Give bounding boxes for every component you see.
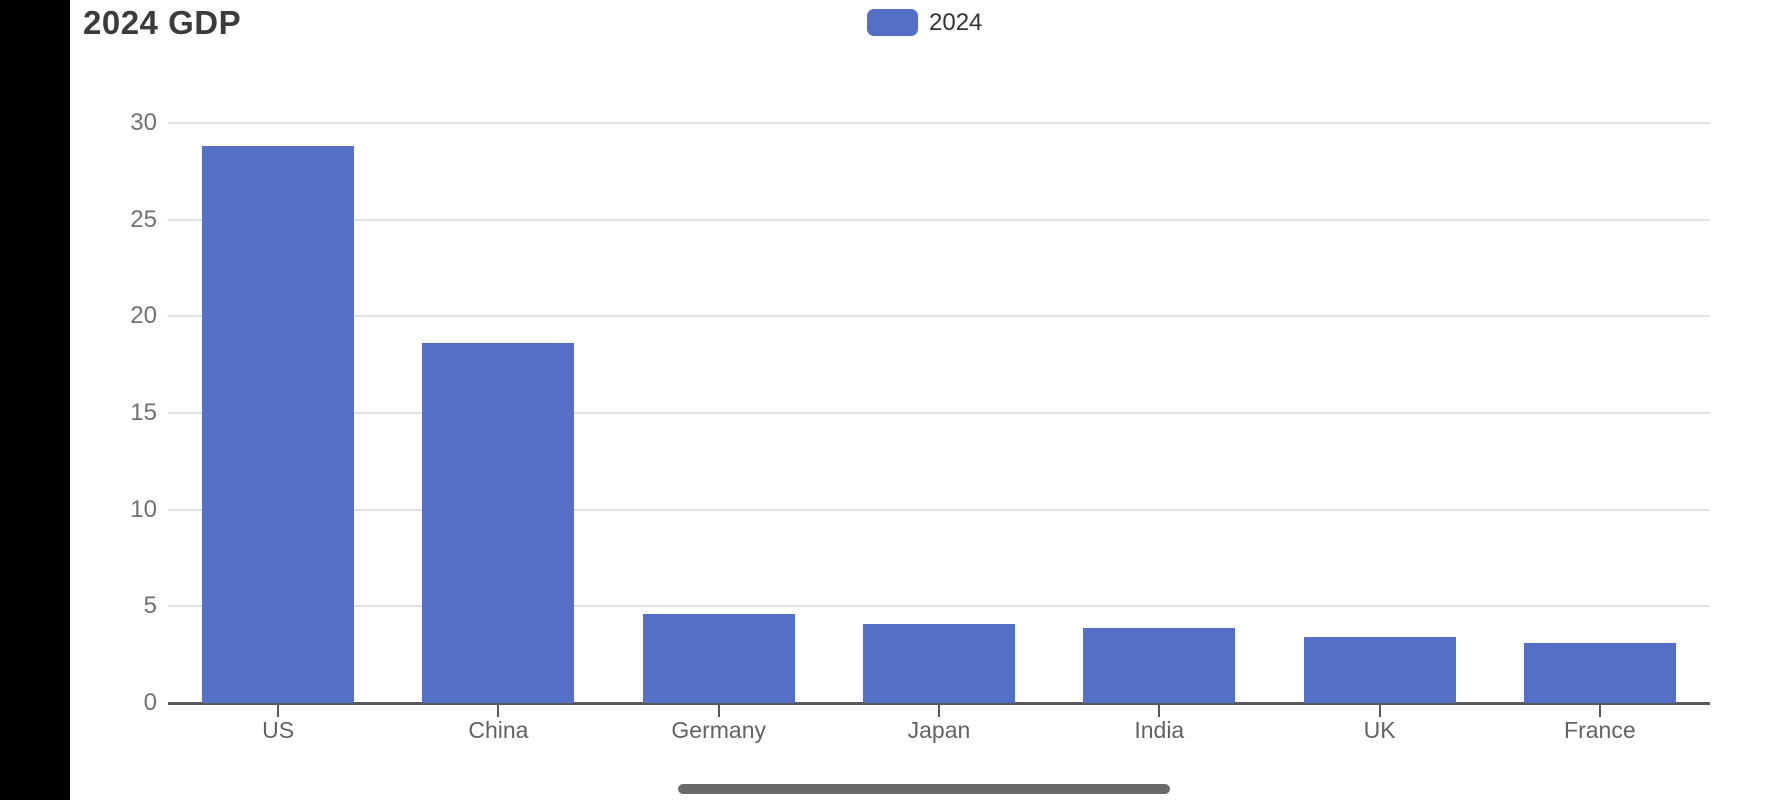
bar-japan[interactable]: [863, 623, 1015, 703]
x-axis-label-india: India: [1134, 717, 1185, 743]
x-axis-tick-mark: [1158, 704, 1161, 717]
bar-germany[interactable]: [642, 614, 795, 703]
y-axis-tick-label: 10: [130, 495, 157, 523]
x-axis-tick-mark: [497, 704, 500, 717]
y-axis-tick-label: 0: [143, 689, 157, 716]
x-axis-line: [168, 702, 1710, 705]
x-axis-label-germany: Germany: [671, 717, 766, 743]
x-axis-tick-mark: [717, 704, 720, 717]
gridline-30: [168, 122, 1710, 124]
bar-china[interactable]: [422, 343, 575, 703]
bar-india[interactable]: [1083, 627, 1236, 703]
gridline-10: [168, 508, 1710, 511]
x-axis-label-japan: Japan: [907, 717, 971, 743]
x-axis-label-china: China: [468, 717, 529, 743]
legend-item-2024[interactable]: 2024: [867, 9, 982, 36]
y-axis-tick-label: 20: [130, 302, 157, 330]
x-axis-label-uk: UK: [1363, 717, 1396, 743]
bar-france[interactable]: [1523, 643, 1676, 703]
x-axis-tick-mark: [1378, 704, 1381, 717]
gridline-5: [168, 605, 1710, 608]
screen-bezel: [0, 0, 70, 800]
horizontal-scrollbar[interactable]: [678, 784, 1170, 794]
y-axis-tick-label: 30: [130, 109, 157, 136]
x-axis-label-us: US: [262, 717, 295, 743]
bar-us[interactable]: [202, 146, 355, 703]
chart-title: 2024 GDP: [83, 4, 242, 41]
x-axis-tick-mark: [277, 704, 280, 717]
gridline-25: [168, 218, 1710, 221]
bar-uk[interactable]: [1303, 637, 1456, 703]
x-axis-tick-mark: [938, 704, 940, 717]
y-axis-tick-label: 5: [143, 592, 157, 620]
x-axis-label-france: France: [1564, 717, 1636, 743]
legend-label: 2024: [929, 9, 983, 36]
y-axis-tick-label: 15: [130, 399, 157, 426]
legend-swatch-icon: [867, 9, 918, 36]
y-axis-tick-label: 25: [130, 205, 157, 233]
gridline-15: [168, 412, 1710, 414]
x-axis-tick-mark: [1598, 704, 1601, 717]
gridline-20: [168, 315, 1710, 318]
